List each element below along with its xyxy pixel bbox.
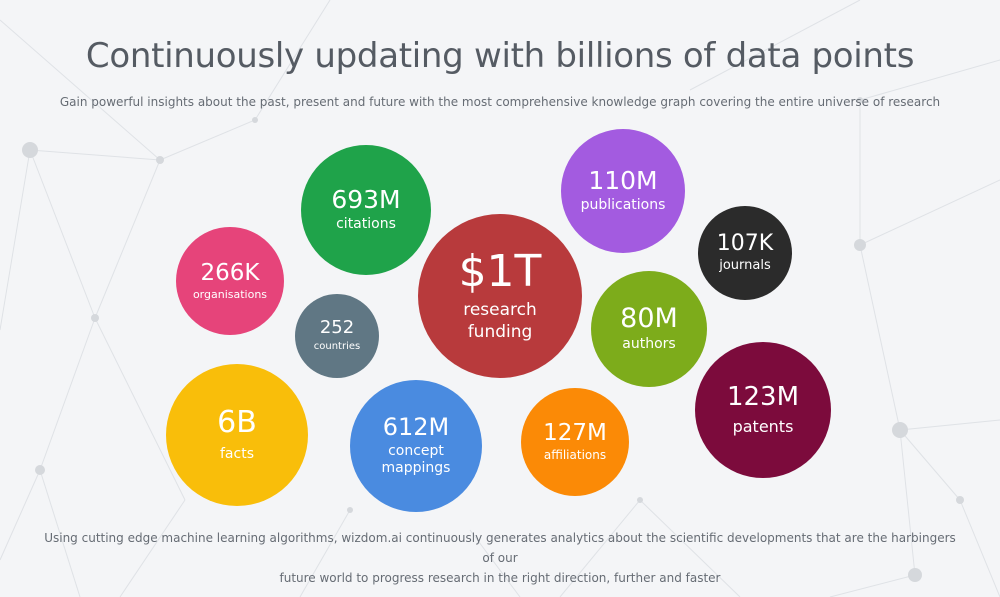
stat-label: patents — [732, 417, 794, 437]
page-title: Continuously updating with billions of d… — [85, 36, 915, 76]
stat-bubble-countries: 252 countries — [295, 294, 379, 378]
footer-line-1: Using cutting edge machine learning algo… — [44, 531, 956, 565]
stat-value: 110M — [588, 165, 658, 195]
stat-bubble-affiliations: 127M affiliations — [521, 388, 629, 496]
stat-label: facts — [220, 446, 254, 463]
stat-bubble-organisations: 266K organisations — [176, 227, 284, 335]
stat-label: publications — [580, 197, 666, 214]
page-subtitle: Gain powerful insights about the past, p… — [59, 95, 941, 109]
stat-bubble-journals: 107K journals — [698, 206, 792, 300]
stat-value: 252 — [319, 317, 355, 339]
stat-bubble-patents: 123M patents — [695, 342, 831, 478]
stat-label: authors — [622, 336, 676, 353]
footer-line-2: future world to progress research in the… — [279, 571, 721, 585]
stat-bubble-authors: 80M authors — [591, 271, 707, 387]
stat-value: 127M — [543, 420, 607, 447]
stat-value: 693M — [331, 184, 401, 214]
stat-value: 107K — [716, 231, 774, 257]
stat-value: 80M — [620, 302, 678, 334]
stat-value: 266K — [200, 259, 260, 286]
stat-label: affiliations — [543, 448, 607, 463]
stat-value: 123M — [726, 381, 800, 412]
stat-label: research funding — [463, 299, 537, 342]
stat-label: concept mappings — [381, 443, 451, 477]
stat-value: 6B — [217, 404, 257, 440]
stat-value: 612M — [382, 413, 450, 442]
stat-label: journals — [719, 258, 771, 274]
stat-bubble-facts: 6B facts — [166, 364, 308, 506]
footer-description: Using cutting edge machine learning algo… — [40, 528, 960, 588]
stat-label: citations — [336, 216, 396, 233]
stat-label: organisations — [192, 287, 268, 301]
stat-bubble-research-funding: $1T research funding — [418, 214, 582, 378]
stat-value: $1T — [458, 246, 542, 298]
stat-label: countries — [313, 340, 361, 352]
stat-bubble-publications: 110M publications — [561, 129, 685, 253]
stat-bubble-citations: 693M citations — [301, 145, 431, 275]
stat-bubble-concept-mappings: 612M concept mappings — [350, 380, 482, 512]
